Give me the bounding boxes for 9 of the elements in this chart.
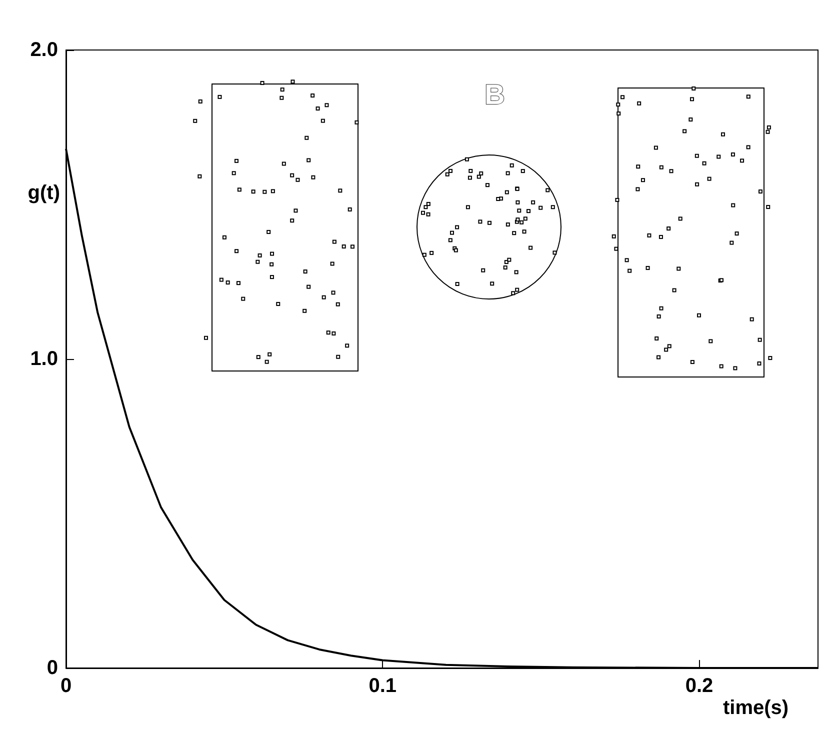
y-tick-label: 2.0: [30, 39, 58, 61]
y-tick-label: 1.0: [30, 348, 58, 370]
x-axis-title: time(s): [723, 697, 789, 719]
y-tick-label: 0: [46, 657, 58, 679]
annotation: B: [484, 79, 505, 110]
x-tick-label: 0.1: [368, 675, 397, 697]
y-axis-title: g(t): [28, 182, 60, 204]
x-tick-label: 0: [60, 675, 72, 697]
x-tick-label: 0.2: [685, 675, 714, 697]
